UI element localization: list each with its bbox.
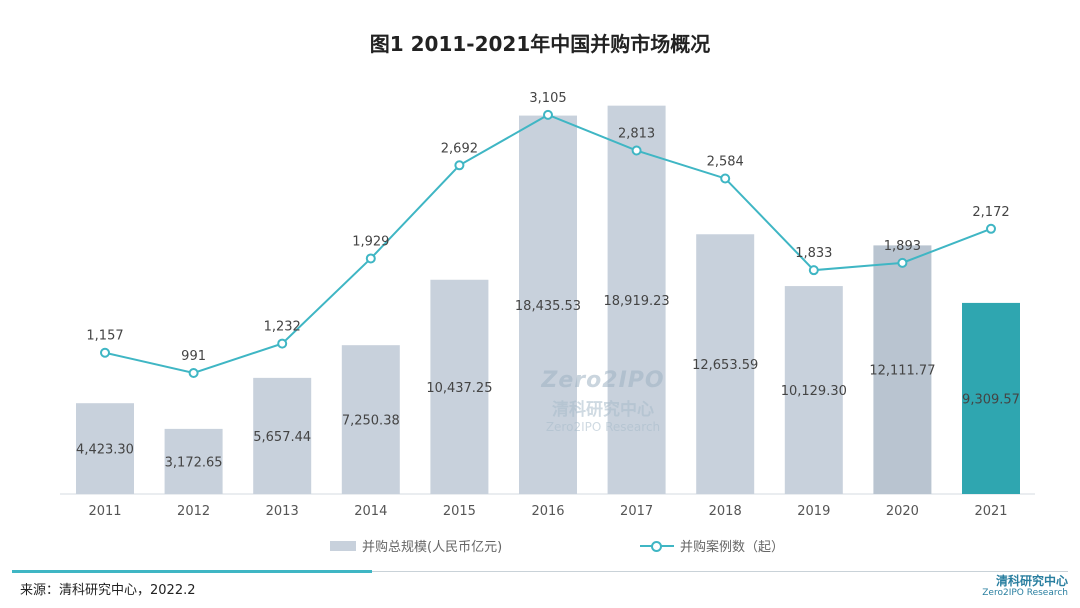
source-note: 来源：清科研究中心，2022.2 — [20, 583, 196, 598]
chart-title: 图1 2011-2021年中国并购市场概况 — [369, 32, 711, 56]
x-tick-2021: 2021 — [974, 504, 1007, 519]
bar-label-2014: 7,250.38 — [342, 414, 400, 429]
bar-2016 — [519, 115, 577, 494]
brand-logo: 清科研究中心 Zero2IPO Research — [982, 574, 1068, 599]
line-label-2016: 3,105 — [529, 91, 566, 106]
x-tick-2012: 2012 — [177, 504, 210, 519]
x-tick-2019: 2019 — [797, 504, 830, 519]
bar-label-2020: 12,111.77 — [869, 364, 935, 379]
x-tick-2018: 2018 — [709, 504, 742, 519]
watermark-en: Zero2IPO Research — [545, 420, 661, 434]
line-value-labels: 1,157 991 1,232 1,929 2,692 3,105 2,813 2,584 1,… — [86, 91, 1009, 364]
bar-2017 — [607, 105, 666, 495]
legend-line-swatch — [640, 540, 674, 552]
line-point-2021 — [986, 223, 996, 234]
x-tick-2015: 2015 — [443, 504, 476, 519]
line-point-2016 — [543, 109, 553, 120]
line-label-2012: 991 — [181, 349, 206, 364]
line-label-2014: 1,929 — [352, 234, 389, 249]
line-point-2017 — [631, 145, 642, 156]
bar-value-labels: 4,423.30 3,172.65 5,657.44 7,250.38 10,437.2… — [76, 294, 1020, 471]
legend-bar-swatch — [330, 540, 356, 551]
bar-label-2017: 18,919.23 — [604, 294, 670, 309]
x-tick-2013: 2013 — [266, 504, 299, 519]
bar-2014 — [341, 345, 400, 494]
line-point-2013 — [277, 338, 288, 349]
legend-bar-label: 并购总规模(人民币亿元) — [362, 540, 503, 555]
watermark: Zero2IPO 清科研究中心 Zero2IPO Research — [538, 368, 668, 434]
line-label-2021: 2,172 — [972, 205, 1009, 220]
bar-2013 — [253, 377, 312, 494]
bar-label-2015: 10,437.25 — [426, 381, 492, 396]
line-point-2018 — [720, 173, 731, 184]
footer-accent — [12, 570, 372, 573]
bar-2015 — [430, 279, 489, 494]
bar-label-2011: 4,423.30 — [76, 443, 134, 458]
bar-label-2018: 12,653.59 — [692, 358, 758, 373]
line-label-2019: 1,833 — [795, 246, 832, 261]
line-label-2011: 1,157 — [86, 329, 123, 344]
line-point-2014 — [365, 253, 376, 264]
legend-item-bar: 并购总规模(人民币亿元) — [330, 536, 502, 555]
line-label-2017: 2,813 — [618, 127, 655, 142]
x-tick-2016: 2016 — [531, 504, 564, 519]
line-point-2019 — [808, 265, 819, 276]
bar-label-2021: 9,309.57 — [962, 392, 1020, 407]
watermark-logo: Zero2IPO — [541, 368, 665, 393]
footer-divider — [12, 571, 1068, 572]
line-series — [100, 109, 996, 378]
line-label-2020: 1,893 — [884, 239, 921, 254]
bar-series — [76, 105, 1020, 495]
bar-label-2012: 3,172.65 — [165, 455, 223, 470]
line-label-2018: 2,584 — [707, 154, 744, 169]
legend-line-label: 并购案例数（起） — [680, 540, 785, 555]
x-tick-2011: 2011 — [88, 504, 121, 519]
bar-label-2019: 10,129.30 — [781, 384, 847, 399]
x-tick-labels: 2011 2012 2013 2014 2015 2016 2017 2018 2019 2020… — [88, 504, 1007, 519]
line-point-2020 — [897, 257, 908, 268]
line-point-2012 — [188, 367, 199, 378]
bar-2018 — [696, 234, 755, 494]
line-point-2015 — [454, 160, 465, 171]
bar-2012 — [164, 428, 223, 494]
line-label-2015: 2,692 — [441, 141, 478, 156]
x-tick-2017: 2017 — [620, 504, 653, 519]
brand-logo-en: Zero2IPO Research — [982, 588, 1068, 598]
x-tick-2014: 2014 — [354, 504, 387, 519]
line-point-2011 — [100, 347, 110, 358]
bar-2011 — [76, 403, 134, 494]
bar-2019 — [784, 286, 843, 494]
bar-label-2013: 5,657.44 — [253, 430, 311, 445]
x-tick-2020: 2020 — [886, 504, 919, 519]
bar-2020 — [873, 245, 932, 494]
watermark-cn: 清科研究中心 — [552, 400, 654, 420]
line-label-2013: 1,232 — [264, 320, 301, 335]
brand-logo-cn: 清科研究中心 — [995, 574, 1068, 588]
legend-item-line: 并购案例数（起） — [640, 536, 784, 555]
bar-2021 — [962, 302, 1020, 494]
bar-label-2016: 18,435.53 — [515, 299, 581, 314]
